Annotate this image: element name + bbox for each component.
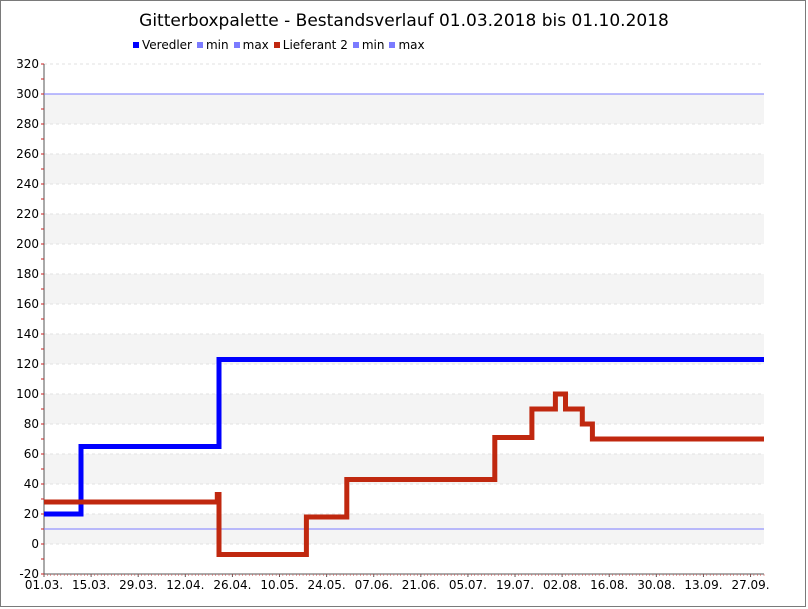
- legend-item: max: [389, 38, 425, 52]
- legend-item: min: [352, 38, 385, 52]
- x-tick-label: 07.06.: [355, 578, 393, 592]
- grid-band: [44, 484, 764, 514]
- x-tick-label: 19.07.: [496, 578, 534, 592]
- y-tick-label: 80: [24, 417, 39, 431]
- grid-band: [44, 64, 764, 94]
- grid-band: [44, 304, 764, 334]
- x-tick-label: 26.04.: [213, 578, 251, 592]
- grid-band: [44, 544, 764, 574]
- x-tick-label: 29.03.: [119, 578, 157, 592]
- y-tick-label: 0: [31, 537, 39, 551]
- legend-swatch: [273, 42, 280, 48]
- x-tick-label: 24.05.: [308, 578, 346, 592]
- chart-title: Gitterboxpalette - Bestandsverlauf 01.03…: [139, 11, 669, 31]
- grid-band: [44, 364, 764, 394]
- y-tick-label: 280: [16, 117, 39, 131]
- grid-band: [44, 184, 764, 214]
- y-tick-label: 120: [16, 357, 39, 371]
- y-tick-label: 260: [16, 147, 39, 161]
- x-tick-label: 30.08.: [637, 578, 675, 592]
- y-tick-label: 40: [24, 477, 39, 491]
- grid-band: [44, 94, 764, 124]
- grid-band: [44, 124, 764, 154]
- y-tick-label: 220: [16, 207, 39, 221]
- legend-label: min: [205, 38, 229, 52]
- legend-item: max: [233, 38, 269, 52]
- grid-band: [44, 274, 764, 304]
- grid-band: [44, 154, 764, 184]
- x-tick-label: 15.03.: [72, 578, 110, 592]
- x-tick-label: 10.05.: [260, 578, 298, 592]
- grid-band: [44, 394, 764, 424]
- y-tick-label: 200: [16, 237, 39, 251]
- legend-item: Veredler: [133, 38, 192, 52]
- x-tick-label: 02.08.: [543, 578, 581, 592]
- legend-swatch: [133, 42, 139, 48]
- legend-swatch: [352, 42, 359, 48]
- legend-label: max: [398, 38, 425, 52]
- x-tick-label: 21.06.: [402, 578, 440, 592]
- y-tick-label: -20: [19, 567, 39, 581]
- grid-band: [44, 214, 764, 244]
- y-tick-label: 160: [16, 297, 39, 311]
- y-tick-label: 320: [16, 57, 39, 71]
- legend-label: Lieferant 2: [282, 38, 348, 52]
- legend-swatch: [196, 42, 203, 48]
- series-line-lieferant-2: [44, 391, 764, 557]
- legend-item: Lieferant 2: [273, 38, 348, 52]
- y-tick-label: 100: [16, 387, 39, 401]
- x-tick-label: 05.07.: [449, 578, 487, 592]
- y-tick-label: 240: [16, 177, 39, 191]
- x-tick-label: 01.03.: [25, 578, 63, 592]
- x-tick-label: 16.08.: [590, 578, 628, 592]
- legend-label: max: [242, 38, 269, 52]
- y-tick-label: 140: [16, 327, 39, 341]
- y-tick-label: 180: [16, 267, 39, 281]
- y-tick-label: 300: [16, 87, 39, 101]
- legend-swatch: [389, 42, 396, 48]
- series-line-veredler: [44, 357, 764, 517]
- x-tick-label: 27.09.: [731, 578, 769, 592]
- legend-item: min: [196, 38, 229, 52]
- chart-legend: Veredler min max Lieferant 2 min max: [133, 38, 430, 52]
- y-tick-label: 60: [24, 447, 39, 461]
- x-tick-label: 12.04.: [166, 578, 204, 592]
- legend-label: min: [361, 38, 385, 52]
- legend-swatch: [233, 42, 240, 48]
- legend-label: Veredler: [142, 38, 192, 52]
- grid-band: [44, 244, 764, 274]
- y-tick-label: 20: [24, 507, 39, 521]
- x-tick-label: 13.09.: [684, 578, 722, 592]
